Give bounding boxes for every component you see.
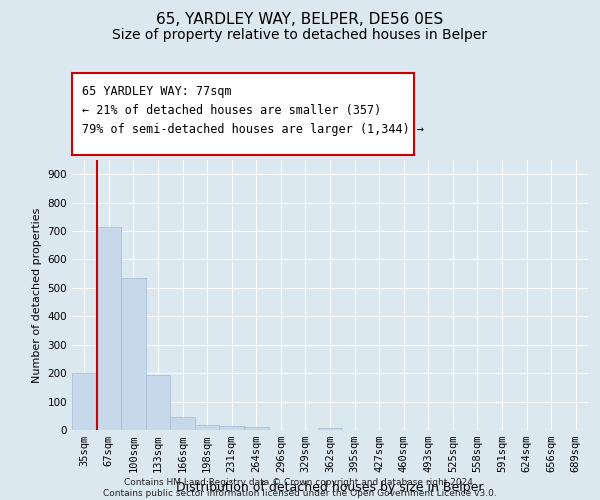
Text: 65, YARDLEY WAY, BELPER, DE56 0ES: 65, YARDLEY WAY, BELPER, DE56 0ES [157,12,443,28]
Bar [170,417,195,430]
X-axis label: Distribution of detached houses by size in Belper: Distribution of detached houses by size … [176,480,484,494]
Bar [97,227,121,430]
Y-axis label: Number of detached properties: Number of detached properties [32,208,42,382]
Bar [220,426,244,430]
Bar [72,373,97,430]
Bar [195,425,220,430]
Text: Size of property relative to detached houses in Belper: Size of property relative to detached ho… [112,28,488,42]
Text: 65 YARDLEY WAY: 77sqm
← 21% of detached houses are smaller (357)
79% of semi-det: 65 YARDLEY WAY: 77sqm ← 21% of detached … [82,85,424,136]
Text: Contains HM Land Registry data © Crown copyright and database right 2024.
Contai: Contains HM Land Registry data © Crown c… [103,478,497,498]
Bar [318,428,342,430]
Bar [121,278,146,430]
Bar [146,375,170,430]
Bar [244,427,269,430]
